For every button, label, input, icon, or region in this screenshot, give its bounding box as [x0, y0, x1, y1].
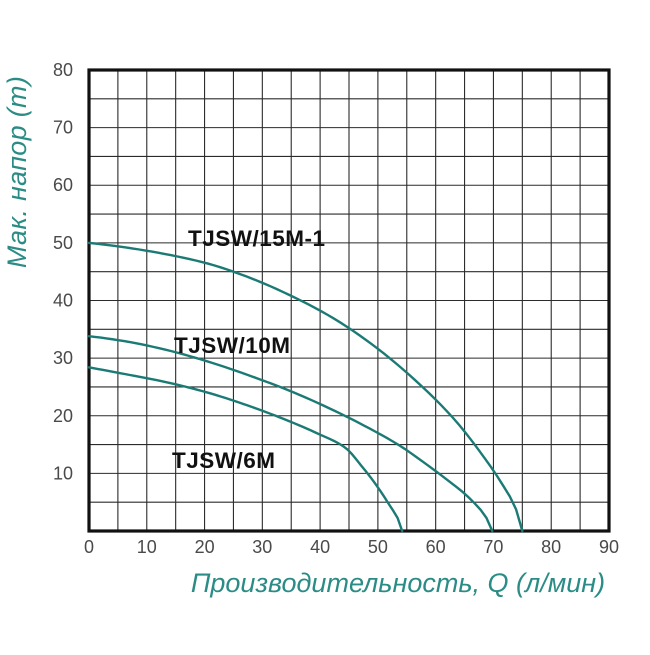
svg-text:0: 0: [84, 537, 94, 557]
svg-text:60: 60: [53, 175, 73, 195]
svg-text:40: 40: [310, 537, 330, 557]
svg-text:10: 10: [53, 463, 73, 483]
svg-text:50: 50: [53, 233, 73, 253]
svg-text:Производительность, Q (л/мин): Производительность, Q (л/мин): [191, 568, 605, 598]
svg-text:70: 70: [483, 537, 503, 557]
svg-text:80: 80: [541, 537, 561, 557]
svg-text:60: 60: [426, 537, 446, 557]
svg-text:50: 50: [368, 537, 388, 557]
svg-text:40: 40: [53, 291, 73, 311]
svg-text:80: 80: [53, 60, 73, 80]
svg-text:20: 20: [195, 537, 215, 557]
svg-text:70: 70: [53, 118, 73, 138]
svg-text:TJSW/6M: TJSW/6M: [172, 448, 276, 473]
svg-text:90: 90: [599, 537, 619, 557]
svg-text:Мак. напор (m): Мак. напор (m): [2, 76, 32, 268]
svg-text:10: 10: [137, 537, 157, 557]
svg-text:30: 30: [252, 537, 272, 557]
svg-text:TJSW/15M-1: TJSW/15M-1: [188, 226, 326, 251]
svg-text:30: 30: [53, 348, 73, 368]
svg-text:TJSW/10M: TJSW/10M: [174, 333, 291, 358]
svg-text:20: 20: [53, 406, 73, 426]
